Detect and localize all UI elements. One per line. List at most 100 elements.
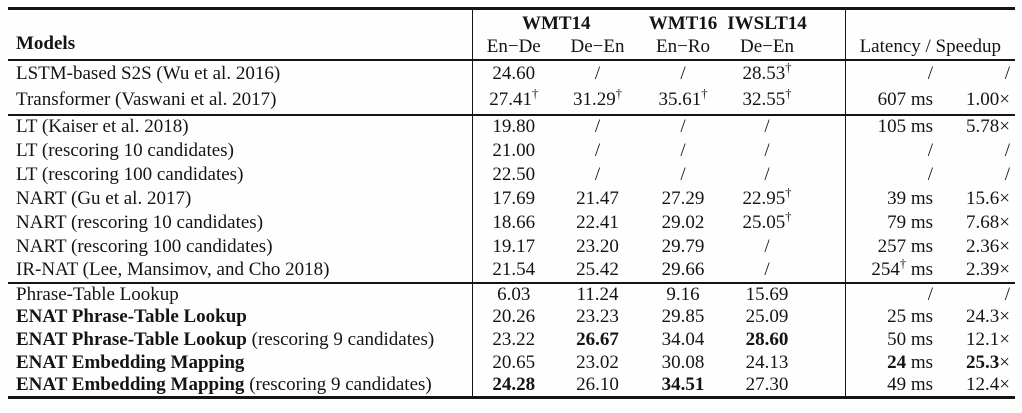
section-prior-nar: LT (Kaiser et al. 2018) 19.80///105 ms 5.7… [8, 114, 1016, 283]
section-baselines: LSTM-based S2S (Wu et al. 2016) 24.60 / / 28… [8, 59, 1015, 115]
bleu-value: 24.13 [745, 352, 789, 374]
bleu-cell: / [726, 139, 808, 163]
speedup-cell: 15.6× [935, 187, 1015, 211]
pair-header-en-de: En−De [471, 34, 555, 60]
spacer-cell [808, 211, 845, 235]
bleu-cell: 31.29† [555, 87, 640, 115]
bleu-cell: / [726, 259, 808, 283]
dagger-mark: † [532, 86, 539, 101]
bleu-cell: 28.53† [726, 60, 808, 88]
latency-unit: ms [906, 374, 934, 396]
latency-cell: / [844, 162, 936, 187]
table-row: IR-NAT (Lee, Mansimov, and Cho 2018) 21.5… [8, 257, 1015, 283]
bleu-cell: 9.16 [640, 283, 726, 306]
bleu-cell: 24.60 [471, 59, 555, 87]
spacer-cell [808, 283, 845, 306]
bleu-value: 32.55 [742, 89, 786, 111]
bleu-value: 31.29 [573, 89, 616, 111]
bleu-cell: 25.05† [726, 210, 808, 235]
bleu-value: / [764, 259, 770, 281]
table-row: NART (rescoring 10 candidates) 18.66 22.41… [8, 210, 1015, 235]
bleu-cell: 21.54 [471, 258, 555, 283]
dagger-mark: † [785, 60, 792, 75]
spacer-cell [808, 87, 845, 115]
header-group-row: Models WMT14 WMT16 IWSLT14 [8, 8, 1016, 53]
times-sign: × [999, 329, 1011, 351]
speedup-cell: 2.39× [935, 259, 1015, 283]
bleu-cell: 20.65 [471, 351, 555, 375]
speedup-cell: 25.3× [935, 352, 1015, 375]
dagger-mark: † [701, 86, 708, 101]
speedup-cell: 7.68× [935, 211, 1015, 235]
speedup-cell: / [935, 139, 1015, 163]
bleu-cell: 22.41 [555, 211, 640, 235]
bleu-cell: 30.08 [640, 352, 726, 375]
bleu-value: / [764, 116, 770, 138]
model-cell: LSTM-based S2S (Wu et al. 2016) [8, 60, 472, 88]
bleu-cell: 25.42 [555, 259, 640, 283]
bleu-value: 26.10 [576, 374, 619, 396]
spacer-cell [808, 375, 845, 398]
bleu-value: 34.04 [661, 329, 705, 351]
bleu-value: / [594, 139, 601, 161]
model-note: (rescoring 9 candidates) [246, 329, 435, 351]
bleu-value: 23.02 [576, 352, 619, 374]
model-name: NART (rescoring 10 candidates) [16, 211, 264, 233]
bleu-value: 15.69 [745, 283, 789, 305]
bleu-value: 9.16 [666, 283, 700, 305]
section-enat: Phrase-Table Lookup 6.03 11.24 9.16 15.69// … [8, 282, 1016, 398]
speedup-cell: / [935, 60, 1015, 88]
speedup-cell: 5.78× [935, 115, 1015, 139]
model-cell: LT (rescoring 100 candidates) [8, 163, 472, 187]
bleu-cell: / [726, 163, 808, 187]
model-name: IR-NAT (Lee, Mansimov, and Cho 2018) [16, 259, 330, 281]
model-name: LT (rescoring 10 candidates) [16, 139, 234, 161]
bleu-value: 35.61 [658, 89, 702, 111]
bleu-value: 22.41 [576, 211, 619, 233]
bleu-cell: 17.69 [471, 186, 555, 211]
bleu-cell: 29.79 [640, 235, 726, 259]
model-name: Transformer (Vaswani et al. 2017) [16, 89, 277, 111]
latency-unit: ms [906, 116, 934, 138]
table-row: LT (Kaiser et al. 2018) 19.80///105 ms 5.7… [8, 114, 1015, 139]
speedup-cell: / [935, 283, 1015, 306]
times-sign: × [999, 235, 1011, 257]
bleu-cell: 26.67 [555, 329, 640, 352]
spacer-cell [808, 9, 845, 35]
latency-cell: 39 ms [844, 186, 936, 211]
model-cell: ENAT Embedding Mapping (rescoring 9 cand… [8, 375, 472, 398]
times-sign: × [999, 211, 1011, 233]
speedup-value: 25.3 [966, 352, 1000, 374]
latency-unit: ms [906, 235, 934, 257]
latency-cell: / [844, 59, 936, 87]
bleu-cell: 21.00 [471, 138, 555, 163]
times-sign: × [999, 306, 1011, 328]
latency-cell: 257 ms [844, 234, 936, 259]
spacer-cell [808, 352, 845, 375]
spacer-cell [808, 329, 845, 352]
bleu-cell: 28.60 [726, 329, 808, 352]
bleu-value: 6.03 [497, 283, 531, 305]
bleu-cell: 15.69 [726, 283, 808, 306]
bleu-cell: / [640, 60, 726, 88]
latency-cell: 50 ms [844, 328, 936, 352]
bleu-cell: 25.09 [726, 306, 808, 329]
bleu-cell: 11.24 [555, 283, 640, 306]
table-row: LT (rescoring 10 candidates) 21.00 / / / / / [8, 138, 1015, 163]
pair-header-de-en: De−En [570, 35, 625, 57]
table-row: Phrase-Table Lookup 6.03 11.24 9.16 15.69 / / [8, 282, 1015, 306]
bleu-cell: 29.66 [640, 259, 726, 283]
speedup-value: 2.36 [966, 235, 1000, 257]
table-header: Models WMT14 WMT16 IWSLT14 En−De De−En E… [8, 8, 1016, 60]
latency-cell: 25 ms [844, 305, 936, 329]
model-name: LT (rescoring 100 candidates) [16, 163, 244, 185]
spacer-cell [808, 115, 845, 139]
bleu-value: 29.66 [661, 259, 705, 281]
bleu-cell: / [555, 60, 640, 88]
latency-value: 257 [877, 235, 907, 257]
bleu-cell: 29.02 [640, 211, 726, 235]
model-cell: LT (Kaiser et al. 2018) [8, 115, 472, 139]
bleu-value: 25.09 [745, 306, 789, 328]
speedup-value: 15.6 [966, 187, 1000, 209]
times-sign: × [999, 352, 1011, 374]
